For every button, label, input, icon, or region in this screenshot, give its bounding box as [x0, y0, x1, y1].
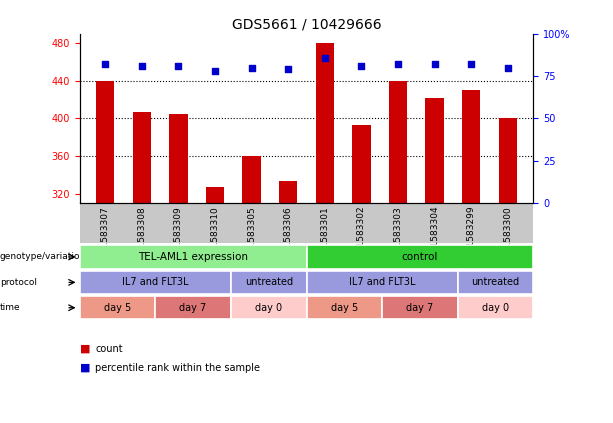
Text: ■: ■: [80, 363, 94, 373]
Text: genotype/variation: genotype/variation: [0, 253, 86, 261]
Bar: [243, 156, 261, 203]
Point: [320, 54, 330, 61]
Bar: [133, 112, 151, 203]
Text: day 7: day 7: [180, 303, 207, 313]
Point: [503, 64, 512, 71]
Text: TEL-AML1 expression: TEL-AML1 expression: [138, 252, 248, 262]
Text: IL7 and FLT3L: IL7 and FLT3L: [349, 277, 416, 287]
Bar: [279, 181, 297, 203]
Bar: [389, 81, 407, 203]
Point: [357, 63, 367, 69]
Text: count: count: [95, 344, 123, 354]
Bar: [352, 125, 370, 203]
Point: [101, 61, 110, 68]
Point: [137, 63, 147, 69]
Point: [173, 63, 183, 69]
Bar: [96, 81, 115, 203]
Bar: [498, 118, 517, 203]
Text: protocol: protocol: [0, 278, 37, 287]
Text: untreated: untreated: [245, 277, 293, 287]
Point: [246, 64, 256, 71]
Point: [393, 61, 403, 68]
Title: GDS5661 / 10429666: GDS5661 / 10429666: [232, 17, 381, 31]
Point: [430, 61, 440, 68]
Text: day 7: day 7: [406, 303, 433, 313]
Text: percentile rank within the sample: percentile rank within the sample: [95, 363, 260, 373]
Text: IL7 and FLT3L: IL7 and FLT3L: [122, 277, 189, 287]
Bar: [316, 43, 334, 203]
Point: [210, 68, 220, 74]
Bar: [169, 114, 188, 203]
Point: [283, 66, 293, 73]
Point: [466, 61, 476, 68]
Text: control: control: [402, 252, 438, 262]
Text: day 0: day 0: [255, 303, 282, 313]
Bar: [462, 90, 480, 203]
Bar: [425, 98, 444, 203]
Text: day 5: day 5: [330, 303, 358, 313]
Text: time: time: [0, 303, 21, 312]
Text: day 0: day 0: [482, 303, 509, 313]
Text: day 5: day 5: [104, 303, 131, 313]
Bar: [206, 187, 224, 203]
Text: untreated: untreated: [471, 277, 520, 287]
Text: ■: ■: [80, 344, 94, 354]
